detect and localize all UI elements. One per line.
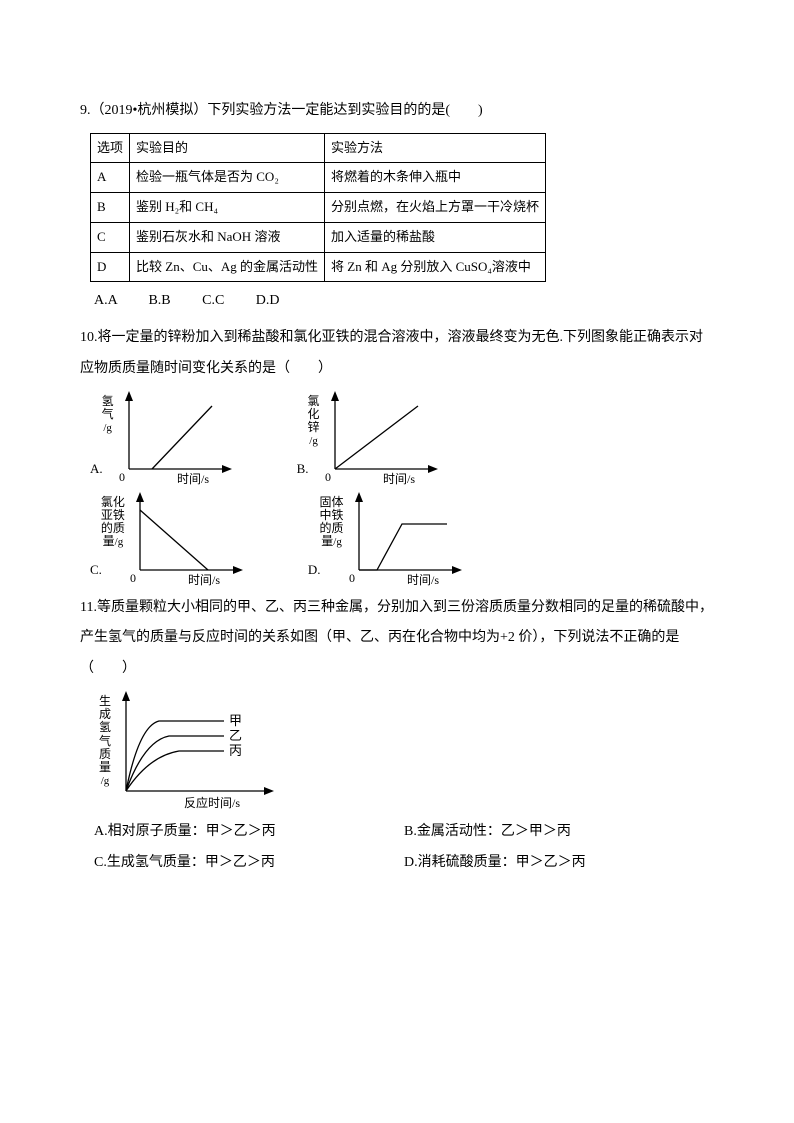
q11-options: A.相对原子质量：甲＞乙＞丙 B.金属活动性：乙＞甲＞丙 C.生成氢气质量：甲＞… <box>94 817 714 879</box>
q11-opt-B: B.金属活动性：乙＞甲＞丙 <box>404 817 714 848</box>
chart-svg-C: 0 时间/s <box>128 492 248 587</box>
table-row: C鉴别石灰水和 NaOH 溶液加入适量的稀盐酸 <box>91 222 546 252</box>
svg-text:反应时间/s: 反应时间/s <box>184 795 240 810</box>
chart-svg-B: 0 时间/s <box>323 391 443 486</box>
q10-chart-D: D. 固体中铁的质量/g 0 时间/s <box>308 492 467 587</box>
ylabel-A: 氢气/g <box>101 391 115 486</box>
q10-stem: 10.将一定量的锌粉加入到稀盐酸和氯化亚铁的混合溶液中，溶液最终变为无色.下列图… <box>80 323 714 385</box>
svg-text:0: 0 <box>130 571 136 585</box>
ylabel-q11: 生成氢气质量/g <box>98 691 112 811</box>
svg-text:时间/s: 时间/s <box>407 573 439 587</box>
q11-opt-D: D.消耗硫酸质量：甲＞乙＞丙 <box>404 848 714 879</box>
q11-opt-C: C.生成氢气质量：甲＞乙＞丙 <box>94 848 404 879</box>
q10-chart-row-2: C. 氯化亚铁的质量/g 0 时间/s D. 固体中铁的质量/g <box>90 492 714 587</box>
th-opt: 选项 <box>91 133 130 163</box>
table-row: D比较 Zn、Cu、Ag 的金属活动性将 Zn 和 Ag 分别放入 CuSO₄溶… <box>91 252 546 282</box>
q9-table: 选项 实验目的 实验方法 A检验一瓶气体是否为 CO₂将燃着的木条伸入瓶中 B鉴… <box>90 133 546 282</box>
q10-chart-row-1: A. 氢气/g 0 时间/s B. 氯化锌/g 0 <box>90 391 714 486</box>
ylabel-B: 氯化锌/g <box>307 391 321 486</box>
svg-text:丙: 丙 <box>229 743 242 758</box>
q10-chart-B: B. 氯化锌/g 0 时间/s <box>297 391 443 486</box>
q11-chart-row: 生成氢气质量/g 甲 乙 丙 反应时间/s <box>98 691 714 811</box>
th-method: 实验方法 <box>325 133 546 163</box>
chart-svg-A: 0 时间/s <box>117 391 237 486</box>
ylabel-D: 固体中铁的质量/g <box>319 492 345 587</box>
svg-text:时间/s: 时间/s <box>188 573 220 587</box>
svg-text:0: 0 <box>325 470 331 484</box>
svg-text:时间/s: 时间/s <box>383 472 415 486</box>
svg-text:甲: 甲 <box>229 713 242 728</box>
q11-opt-A: A.相对原子质量：甲＞乙＞丙 <box>94 817 404 848</box>
table-row: A检验一瓶气体是否为 CO₂将燃着的木条伸入瓶中 <box>91 163 546 193</box>
svg-text:时间/s: 时间/s <box>177 472 209 486</box>
q10-chart-C: C. 氯化亚铁的质量/g 0 时间/s <box>90 492 248 587</box>
ylabel-C: 氯化亚铁的质量/g <box>100 492 126 587</box>
svg-text:0: 0 <box>349 571 355 585</box>
q11-stem: 11.等质量颗粒大小相同的甲、乙、丙三种金属，分别加入到三份溶质质量分数相同的足… <box>80 593 714 685</box>
q9-stem: 9.（2019•杭州模拟）下列实验方法一定能达到实验目的的是( ) <box>80 96 714 127</box>
svg-text:乙: 乙 <box>229 728 242 743</box>
table-header-row: 选项 实验目的 实验方法 <box>91 133 546 163</box>
chart-svg-q11: 甲 乙 丙 反应时间/s <box>114 691 284 811</box>
svg-text:0: 0 <box>119 470 125 484</box>
chart-svg-D: 0 时间/s <box>347 492 467 587</box>
table-row: B鉴别 H₂和 CH₄分别点燃，在火焰上方罩一干冷烧杯 <box>91 193 546 223</box>
th-purpose: 实验目的 <box>130 133 325 163</box>
q10-chart-A: A. 氢气/g 0 时间/s <box>90 391 237 486</box>
q9-answers: A.A B.B C.C D.D <box>94 286 714 317</box>
